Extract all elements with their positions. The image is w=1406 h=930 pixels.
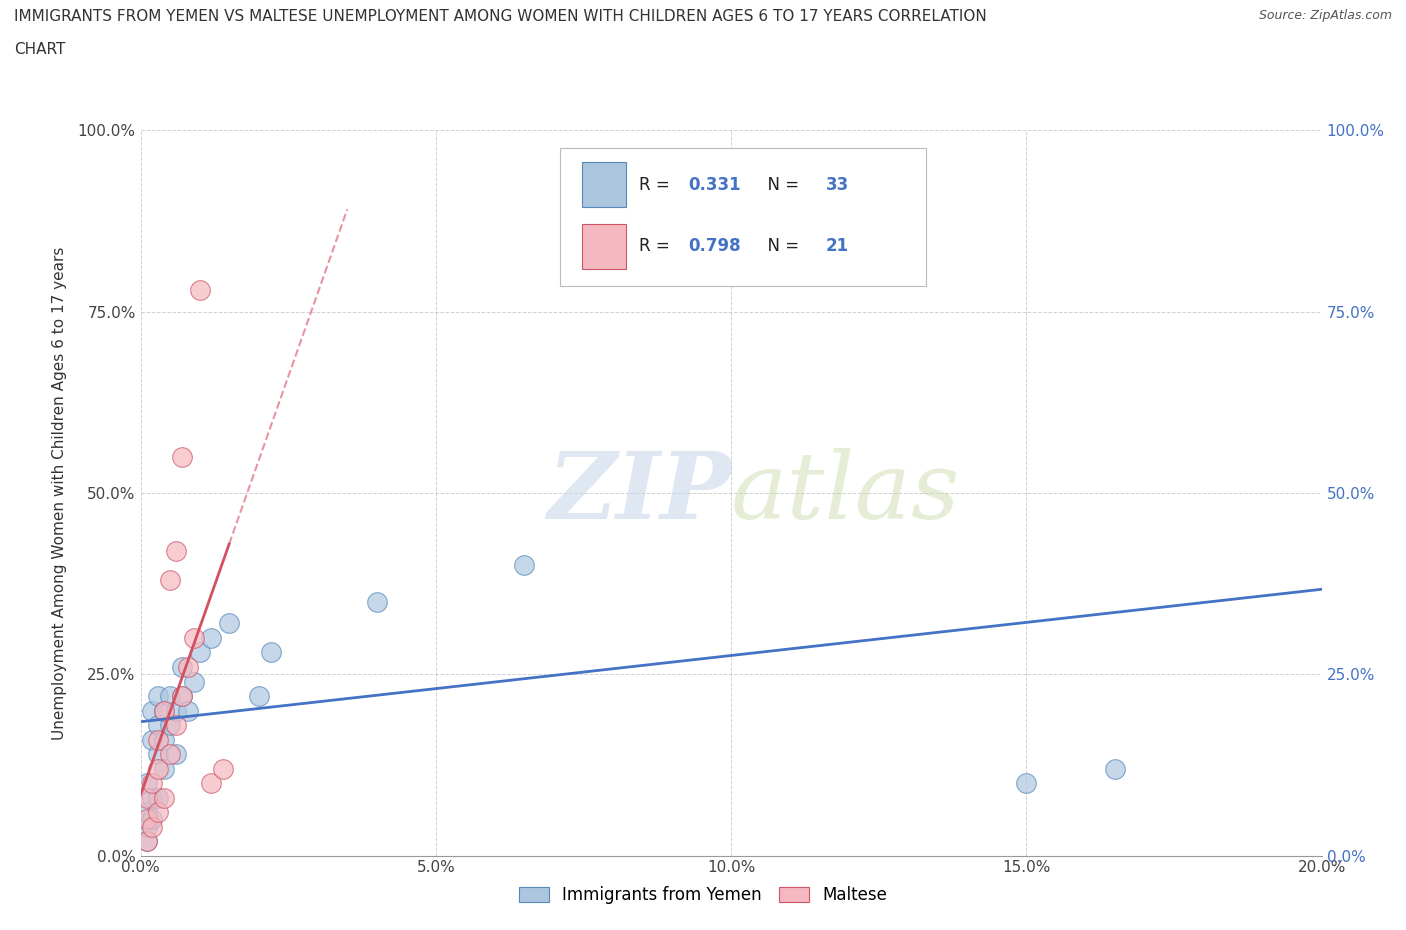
Text: 0.798: 0.798 (689, 237, 741, 255)
Point (200, 776, 222, 790)
Point (513, 558, 536, 573)
Point (141, 819, 163, 834)
Point (148, 747, 170, 762)
Point (148, 732, 170, 747)
Text: IMMIGRANTS FROM YEMEN VS MALTESE UNEMPLOYMENT AMONG WOMEN WITH CHILDREN AGES 6 T: IMMIGRANTS FROM YEMEN VS MALTESE UNEMPLO… (14, 9, 987, 24)
Point (183, 674, 205, 689)
Text: ZIP: ZIP (547, 448, 731, 538)
Point (135, 812, 157, 827)
Text: 21: 21 (825, 237, 849, 255)
Point (135, 819, 157, 834)
FancyBboxPatch shape (582, 162, 626, 207)
Point (218, 616, 240, 631)
Point (1015, 776, 1038, 790)
Point (366, 594, 388, 609)
Point (135, 833, 157, 848)
Point (170, 688, 193, 703)
Point (159, 747, 181, 762)
Point (177, 703, 200, 718)
Point (188, 283, 211, 298)
Point (135, 790, 157, 805)
Point (135, 804, 157, 819)
Point (159, 573, 181, 588)
Point (141, 776, 163, 790)
Point (153, 732, 176, 747)
Point (135, 776, 157, 790)
Point (153, 790, 176, 805)
Point (602, 224, 624, 239)
Text: Source: ZipAtlas.com: Source: ZipAtlas.com (1258, 9, 1392, 22)
Point (177, 659, 200, 674)
Text: R =: R = (638, 237, 675, 255)
Text: CHART: CHART (14, 42, 66, 57)
Point (153, 703, 176, 718)
Point (183, 631, 205, 645)
Point (170, 688, 193, 703)
Point (153, 703, 176, 718)
Point (259, 645, 281, 660)
Text: R =: R = (638, 176, 675, 193)
Point (170, 659, 193, 674)
Point (141, 732, 163, 747)
Point (159, 718, 181, 733)
Point (170, 449, 193, 464)
Point (200, 631, 222, 645)
Point (165, 703, 187, 718)
Point (141, 790, 163, 805)
Point (212, 761, 235, 776)
Point (165, 543, 187, 558)
Point (148, 688, 170, 703)
Point (148, 790, 170, 805)
Legend: Immigrants from Yemen, Maltese: Immigrants from Yemen, Maltese (510, 878, 896, 912)
Point (159, 688, 181, 703)
Point (1104, 761, 1126, 776)
Point (153, 761, 176, 776)
Point (141, 703, 163, 718)
Text: atlas: atlas (731, 448, 960, 538)
Text: 0.331: 0.331 (689, 176, 741, 193)
Point (188, 645, 211, 660)
Point (141, 812, 163, 827)
FancyBboxPatch shape (560, 149, 927, 286)
Point (148, 761, 170, 776)
FancyBboxPatch shape (582, 224, 626, 269)
Text: 33: 33 (825, 176, 849, 193)
Point (148, 718, 170, 733)
Point (148, 804, 170, 819)
Point (247, 688, 270, 703)
Y-axis label: Unemployment Among Women with Children Ages 6 to 17 years: Unemployment Among Women with Children A… (52, 246, 66, 739)
Point (135, 833, 157, 848)
Point (165, 747, 187, 762)
Point (165, 718, 187, 733)
Text: N =: N = (756, 237, 804, 255)
Text: N =: N = (756, 176, 804, 193)
